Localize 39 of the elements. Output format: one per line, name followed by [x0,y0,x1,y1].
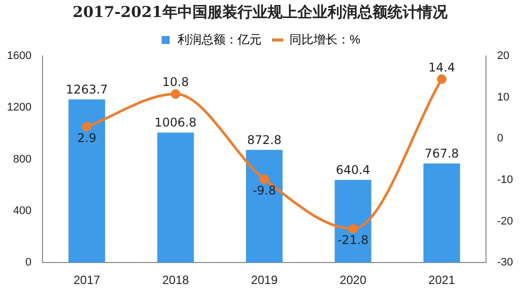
x-tick-label: 2019 [250,273,278,288]
data-label: 1263.7 [66,82,108,97]
x-tick-label: 2020 [340,273,367,288]
data-label: 872.8 [247,133,282,148]
y2-tick-label: 10 [497,91,510,104]
y-tick-label: 1600 [6,50,32,62]
bar [246,150,283,263]
y2-tick-label: 0 [497,132,504,145]
bar [68,99,106,263]
data-label: 767.8 [424,146,459,161]
data-label: 14.4 [428,60,456,74]
y-tick-label: 400 [13,204,32,217]
y-tick-label: 1200 [6,102,32,114]
data-label: 1006.8 [154,116,197,130]
data-label: 640.4 [336,163,370,178]
data-label: -21.8 [337,232,369,247]
y2-tick-label: 20 [497,50,510,62]
x-tick-label: 2018 [162,273,190,288]
y2-tick-label: -30 [497,256,514,269]
chart-title: 2017-2021年中国服装行业规上企业利润总额统计情况 [72,2,448,21]
x-tick-label: 2021 [428,273,456,288]
data-label: 10.8 [162,75,189,90]
point [260,174,270,184]
bar [334,180,372,263]
y-tick-label: 800 [13,153,32,166]
y2-tick-label: -20 [497,215,514,228]
data-label: -9.8 [252,183,276,198]
x-tick-label: 2017 [73,273,101,288]
point [82,122,92,132]
y2-tick-label: -10 [497,174,514,186]
point [170,89,180,99]
legend-label: 同比增长：% [290,32,361,46]
bar [157,132,194,263]
legend-label: 利润总额：亿元 [178,32,262,46]
point [436,74,446,84]
bar [423,163,460,263]
point [348,224,358,234]
data-label: 2.9 [77,130,96,145]
y-tick-label: 0 [25,256,32,269]
